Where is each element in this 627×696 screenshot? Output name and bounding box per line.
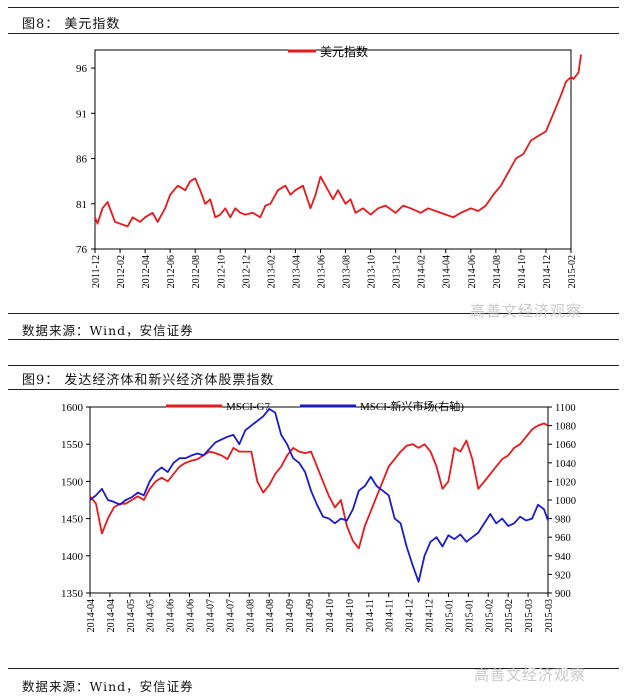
x-tick-label: 2011-12 xyxy=(91,255,102,288)
x-tick-label: 2014-09 xyxy=(285,599,296,632)
x-tick-label: 2013-12 xyxy=(392,255,403,288)
y-right-tick-label: 1080 xyxy=(555,422,576,433)
series-line-msci-g7 xyxy=(89,422,549,550)
x-tick-label: 2014-08 xyxy=(492,255,503,288)
x-tick-label: 2014-12 xyxy=(542,255,553,288)
y-right-tick-label: 980 xyxy=(555,515,571,526)
x-tick-label: 2015-01 xyxy=(464,599,475,632)
legend-label-g7: MSCI-G7 xyxy=(226,401,271,413)
series-line-msci-em xyxy=(89,407,549,583)
x-tick-label: 2014-10 xyxy=(345,599,356,632)
x-tick-label: 2015-03 xyxy=(524,599,535,632)
x-tick-label: 2014-04 xyxy=(86,599,97,632)
x-tick-label: 2012-08 xyxy=(191,255,202,288)
series-line-dollar-index xyxy=(94,54,582,228)
y-right-tick-label: 1100 xyxy=(555,403,576,414)
x-tick-label: 2014-05 xyxy=(126,599,137,632)
x-tick-label: 2014-07 xyxy=(225,599,236,632)
stock-index-chart: 1350 1400 1450 1500 1550 1600 900 920 940 960 980 1… xyxy=(61,399,576,632)
x-tick-label: 2014-02 xyxy=(417,255,428,288)
x-tick-label: 2014-11 xyxy=(385,599,396,632)
dollar-index-chart: 76 81 86 91 96 2011-12 2012-02 2012-04 2012-06 20… xyxy=(76,44,582,288)
x-tick-label: 2014-04 xyxy=(106,599,117,632)
x-tick-label: 2014-11 xyxy=(365,599,376,632)
x-tick-label: 2014-10 xyxy=(325,599,336,632)
y-tick-label: 81 xyxy=(76,199,87,211)
x-tick-label: 2014-06 xyxy=(166,599,177,632)
figure1-top-rule xyxy=(8,7,619,8)
y-right-tick-label: 920 xyxy=(555,570,571,581)
y-left-tick-label: 1600 xyxy=(61,402,84,414)
x-tick-label: 2012-12 xyxy=(241,255,252,288)
x-tick-label: 2014-07 xyxy=(205,599,216,632)
x-tick-label: 2012-06 xyxy=(166,255,177,288)
figure1-bottom-rule xyxy=(8,313,619,314)
y-right-tick-label: 1040 xyxy=(555,459,576,470)
y-right-tick-label: 1060 xyxy=(555,440,576,451)
x-tick-label: 2013-06 xyxy=(316,255,327,288)
y-left-tick-label: 1400 xyxy=(61,551,84,563)
x-tick-label: 2015-01 xyxy=(444,599,455,632)
y-right-tick-label: 960 xyxy=(555,533,571,544)
figure1-watermark: 高善文经济观察 xyxy=(470,302,583,320)
x-tick-label: 2013-04 xyxy=(291,255,302,288)
legend-label-em: MSCI-新兴市场(右轴) xyxy=(360,399,464,413)
x-tick-label: 2014-05 xyxy=(146,599,157,632)
figure1-end-rule xyxy=(8,339,619,340)
y-tick-label: 76 xyxy=(76,244,88,256)
x-tick-label: 2015-02 xyxy=(567,255,578,288)
x-tick-label: 2012-04 xyxy=(141,255,152,288)
x-tick-label: 2014-10 xyxy=(517,255,528,288)
x-tick-label: 2013-02 xyxy=(266,255,277,288)
x-tick-label: 2012-10 xyxy=(216,255,227,288)
figure2-source: 数据来源：Wind，安信证券 xyxy=(22,679,194,694)
y-left-tick-label: 1450 xyxy=(61,514,84,526)
x-tick-label: 2013-08 xyxy=(342,255,353,288)
figure1-source: 数据来源：Wind，安信证券 xyxy=(22,323,194,338)
x-tick-label: 2015-02 xyxy=(504,599,515,632)
x-tick-label: 2014-12 xyxy=(405,599,416,632)
figure2-top-rule xyxy=(8,365,619,366)
x-tick-label: 2014-04 xyxy=(442,255,453,288)
x-tick-label: 2014-06 xyxy=(467,255,478,288)
y-tick-label: 86 xyxy=(76,154,88,166)
y-tick-label: 91 xyxy=(76,108,87,120)
y-left-tick-label: 1350 xyxy=(61,588,84,600)
y-right-tick-label: 900 xyxy=(555,589,571,600)
figure2-watermark: 高善文经济观察 xyxy=(474,666,587,684)
plot-frame xyxy=(94,49,572,250)
y-right-tick-label: 1020 xyxy=(555,477,576,488)
figure2-caption-rule xyxy=(8,389,619,390)
y-left-tick-label: 1500 xyxy=(61,476,84,488)
x-tick-label: 2013-10 xyxy=(367,255,378,288)
x-tick-label: 2014-09 xyxy=(305,599,316,632)
figure1-caption-rule xyxy=(8,33,619,34)
plot-frame xyxy=(89,406,549,594)
x-tick-label: 2014-08 xyxy=(245,599,256,632)
legend-label: 美元指数 xyxy=(320,44,368,59)
y-right-tick-label: 1000 xyxy=(555,496,576,507)
x-tick-label: 2015-02 xyxy=(484,599,495,632)
x-tick-label: 2014-12 xyxy=(425,599,436,632)
figure2-bottom-rule xyxy=(8,668,619,669)
x-tick-label: 2015-03 xyxy=(544,599,555,632)
x-tick-label: 2014-06 xyxy=(186,599,197,632)
figure1-caption: 图8： 美元指数 xyxy=(22,17,121,32)
x-tick-label: 2012-02 xyxy=(116,255,127,288)
y-left-tick-label: 1550 xyxy=(61,439,84,451)
x-tick-label: 2014-08 xyxy=(265,599,276,632)
y-right-tick-label: 940 xyxy=(555,552,571,563)
y-tick-label: 96 xyxy=(76,63,88,75)
figure2-caption: 图9： 发达经济体和新兴经济体股票指数 xyxy=(22,373,275,388)
